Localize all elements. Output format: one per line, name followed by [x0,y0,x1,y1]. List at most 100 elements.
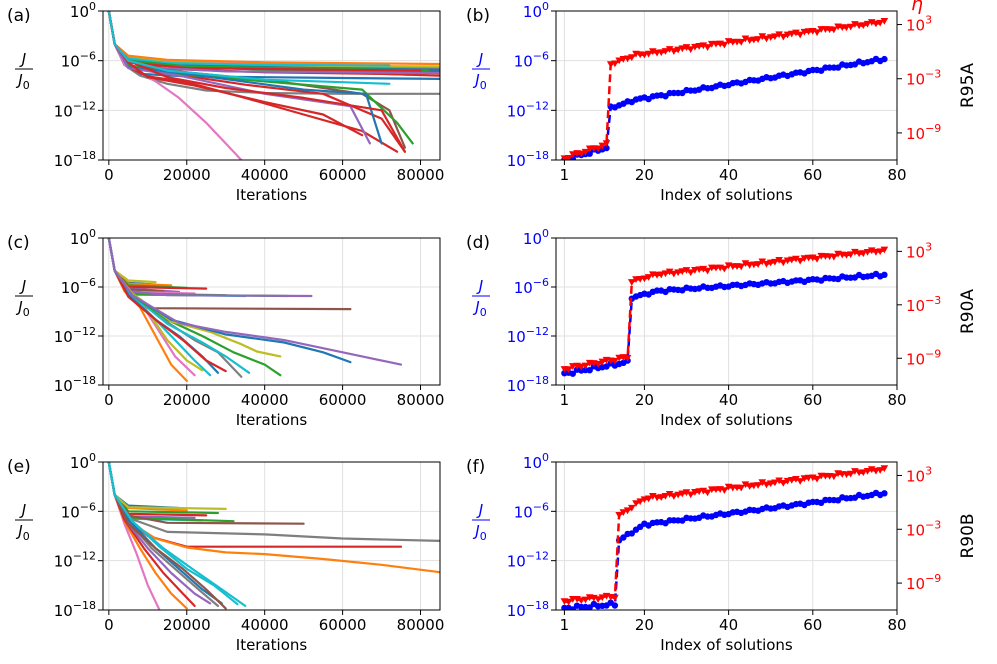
panel-a: 0 20000 40000 60000 80000 100 10−6 10−12 10−18 It… [7,0,444,204]
eta-point [758,258,767,266]
y-label-numerator: J [19,277,26,295]
J-point [881,55,888,63]
x-tick-label: 40000 [241,616,289,634]
eta-point [771,33,779,41]
x-tick-label: 0 [104,391,114,409]
eta-point [581,148,590,156]
x-tick-label: 80000 [397,391,445,409]
eta-point [670,48,678,55]
eta-point [863,248,872,256]
x-tick-label: 60000 [319,391,367,409]
eta-point [792,475,800,483]
eta-point [594,596,602,604]
y2-tick-label: 10−3 [906,294,941,315]
x-tick-label: 1 [560,616,570,634]
eta-point [674,491,682,499]
eta-point [598,594,607,602]
series-line-run-18 [107,238,219,374]
eta-point [686,491,695,499]
eta-point [771,258,779,266]
x-tick-label: 40000 [241,166,289,184]
x-tick-label: 20000 [163,166,211,184]
eta-point [569,151,577,159]
eta-point [737,484,746,492]
eta-point [720,265,729,273]
eta-point [859,469,868,477]
x-tick-label: 20 [635,391,654,409]
y-tick-label: 10−6 [514,50,549,71]
eta-point [644,495,653,503]
x-axis-title: Iterations [236,411,308,429]
eta-point [880,246,889,254]
y-axis-title: J J0 [15,277,33,319]
y-label-denominator: J0 [15,71,29,92]
y-tick-label: 100 [523,0,549,21]
axes-frame [102,237,441,386]
y-label-denominator: J0 [15,522,29,543]
x-tick-label: 60000 [319,616,367,634]
row-label: R95A [958,63,978,108]
plot-area [107,462,440,610]
eta-point [615,512,623,519]
eta-point [813,475,821,483]
eta-point [775,31,783,39]
eta-point [703,267,712,275]
y-tick-label: 10−12 [54,550,96,571]
y2-tick-label: 103 [906,14,932,35]
eta-point [758,479,767,487]
y2-tick-label: 10−9 [906,347,941,368]
eta-point [665,491,674,498]
x-tick-label: 60 [803,616,822,634]
y-label-numerator: J [19,50,26,68]
eta-point [564,154,573,160]
y-tick-label: 10−6 [514,500,549,521]
eta-point [682,44,691,51]
panel-letter: (e) [7,457,31,477]
x-axis-title: Index of solutions [660,411,793,429]
eta-point [623,55,632,63]
x-tick-label: 20000 [163,616,211,634]
x-tick-label: 20 [635,166,654,184]
y-axis-title: J J0 [15,501,33,543]
y-tick-label: 10−12 [507,99,549,120]
x-axis-title: Index of solutions [660,636,793,654]
y-tick-label: 100 [70,451,96,472]
panel-b: 103 10−3 10−9 η R95A 1 20 40 60 80 100 10−6 10−12 10−… [466,0,978,204]
J-point [628,530,635,537]
panel-letter: (d) [466,233,490,253]
eta-point [876,248,884,256]
y-axis-title: J J0 [472,50,490,92]
eta-point [632,500,640,508]
eta-point [686,46,695,54]
x-tick-label: 60 [803,166,822,184]
panel-c: 0 20000 40000 60000 80000 100 10−6 10−12 10−18 It… [7,227,444,429]
eta-point [682,267,691,274]
series-line-run-19 [107,462,227,610]
eta-point [644,50,653,58]
eta-point [623,507,632,515]
eta-point [762,260,771,268]
eta-point [758,33,767,41]
y2-tick-label: 103 [906,240,932,261]
y-tick-label: 10−18 [507,149,549,170]
eta-point [640,275,649,283]
eta-point [876,467,884,474]
axes-frame [555,237,898,386]
x-axis-title: Index of solutions [660,186,793,204]
J-point [881,271,888,278]
y-tick-label: 100 [70,227,96,248]
eta-point [741,481,750,489]
y-axis-title: J J0 [472,277,490,319]
eta-point [846,23,855,31]
J-point [620,534,627,541]
y2-tick-label: 103 [906,464,932,485]
eta-point [678,490,687,498]
y-label-numerator: J [476,277,483,295]
y-tick-label: 10−12 [507,550,549,571]
series-line-run-16 [107,238,204,372]
eta-point [699,42,708,50]
eta-point [686,269,695,277]
panel-e: 0 20000 40000 60000 80000 100 10−6 10−12 10−18 It… [7,451,444,654]
eta-point [846,470,855,478]
